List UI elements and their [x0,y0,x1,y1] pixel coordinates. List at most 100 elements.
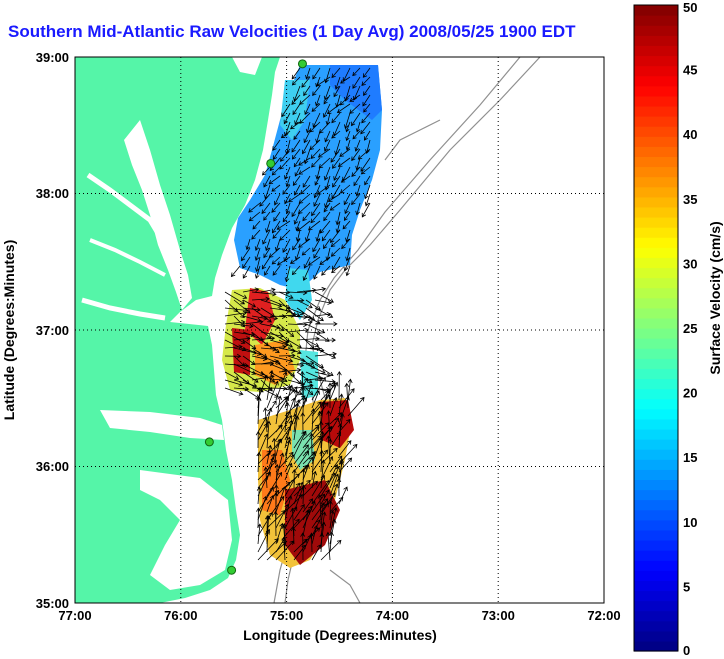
velocity-arrow [317,494,323,521]
velocity-arrow [252,220,261,230]
velocity-arrow [303,85,311,97]
velocity-arrow [305,307,324,322]
velocity-arrow [303,256,311,269]
velocity-arrow [351,166,361,177]
velocity-arrow [362,94,371,107]
velocity-arrow [279,157,291,170]
velocity-arrow [343,112,351,129]
velocity-arrow [289,256,301,264]
velocity-arrow [248,211,261,222]
velocity-arrow [271,184,281,192]
velocity-arrow [309,532,314,553]
velocity-arrow [313,193,321,207]
velocity-arrow [298,238,311,248]
velocity-arrow [241,247,251,262]
velocity-arrow [305,315,321,324]
colorbar-band [634,247,678,258]
velocity-arrow [363,103,371,113]
velocity-arrow [326,435,331,465]
velocity-arrow [266,494,275,513]
velocity-arrow [284,419,294,449]
velocity-arrow [304,103,311,115]
velocity-arrow [315,229,321,242]
velocity-arrow [242,371,259,383]
colorbar-band [634,509,678,521]
velocity-arrow [302,265,311,282]
velocity-arrow [343,193,351,206]
velocity-arrow [355,121,361,133]
velocity-arrow [302,211,311,222]
colorbar-band [634,388,678,400]
velocity-arrow [310,408,316,433]
velocity-arrow [330,238,341,248]
velocity-arrow [311,103,321,112]
velocity-region-mid-cyan [285,268,312,320]
velocity-arrow [266,380,279,409]
velocity-arrow [360,166,371,175]
velocity-arrow [355,157,361,171]
velocity-arrow [311,475,325,497]
velocity-arrow [321,265,331,276]
colorbar-band [634,439,678,450]
velocity-arrow [242,299,257,308]
velocity-arrow [329,202,341,211]
velocity-arrow [345,229,351,243]
colorbar-tick-labels: 0 5 10 15 20 25 30 35 40 45 50 [683,0,697,658]
colorbar-band [634,630,678,642]
velocity-arrow [302,401,322,425]
velocity-arrow [256,396,262,425]
velocity-arrow [224,387,244,396]
velocity-arrow [311,157,321,168]
velocity-arrow [329,455,343,473]
colorbar-band [634,328,678,339]
velocity-arrow [263,211,271,221]
x-tick-label: 73:00 [482,608,515,623]
velocity-arrow [260,299,283,308]
colorbar-band [634,206,678,218]
velocity-arrow [293,377,308,401]
velocity-arrow [260,315,279,321]
velocity-arrow [315,94,321,107]
velocity-arrow [311,376,326,401]
velocity-arrow [329,473,340,497]
velocity-arrow [287,347,302,355]
colorbar-band [634,338,678,349]
velocity-arrow [273,510,278,537]
velocity-arrow [233,291,248,299]
velocity-arrow [257,486,274,513]
y-tick-label: 35:00 [36,596,69,611]
colorbar-band [634,166,678,178]
velocity-arrow [294,112,301,126]
velocity-arrow [273,492,279,521]
velocity-arrow [290,526,296,545]
velocity-arrow [339,148,351,157]
velocity-arrow [224,310,248,317]
velocity-arrow [301,247,311,256]
colorbar-band [634,580,678,592]
velocity-arrow [314,175,321,186]
velocity-arrow [266,444,273,465]
colorbar-tick-label: 10 [683,515,697,530]
colorbar-band [634,358,678,369]
colorbar-band [634,116,678,127]
colorbar-band [634,227,678,238]
velocity-arrow [361,202,371,218]
velocity-arrow [311,493,326,513]
velocity-arrow [336,371,342,401]
velocity-region-north [234,65,382,290]
velocity-arrow [254,256,261,273]
velocity-arrow [324,130,331,143]
velocity-arrow [275,395,283,425]
velocity-arrow [364,184,371,200]
velocity-arrow [287,322,308,328]
velocity-arrow [305,376,324,381]
velocity-arrow [264,530,270,553]
velocity-arrow [284,506,298,529]
colorbar-band [634,550,678,561]
velocity-arrow [299,370,305,401]
colorbar-bands [634,5,678,652]
velocity-arrow [302,175,311,188]
colorbar-band [634,176,678,188]
velocity-arrow [337,157,351,167]
colorbar: 0 5 10 15 20 25 30 35 40 45 50 Surface Velocity (c… [633,0,723,658]
